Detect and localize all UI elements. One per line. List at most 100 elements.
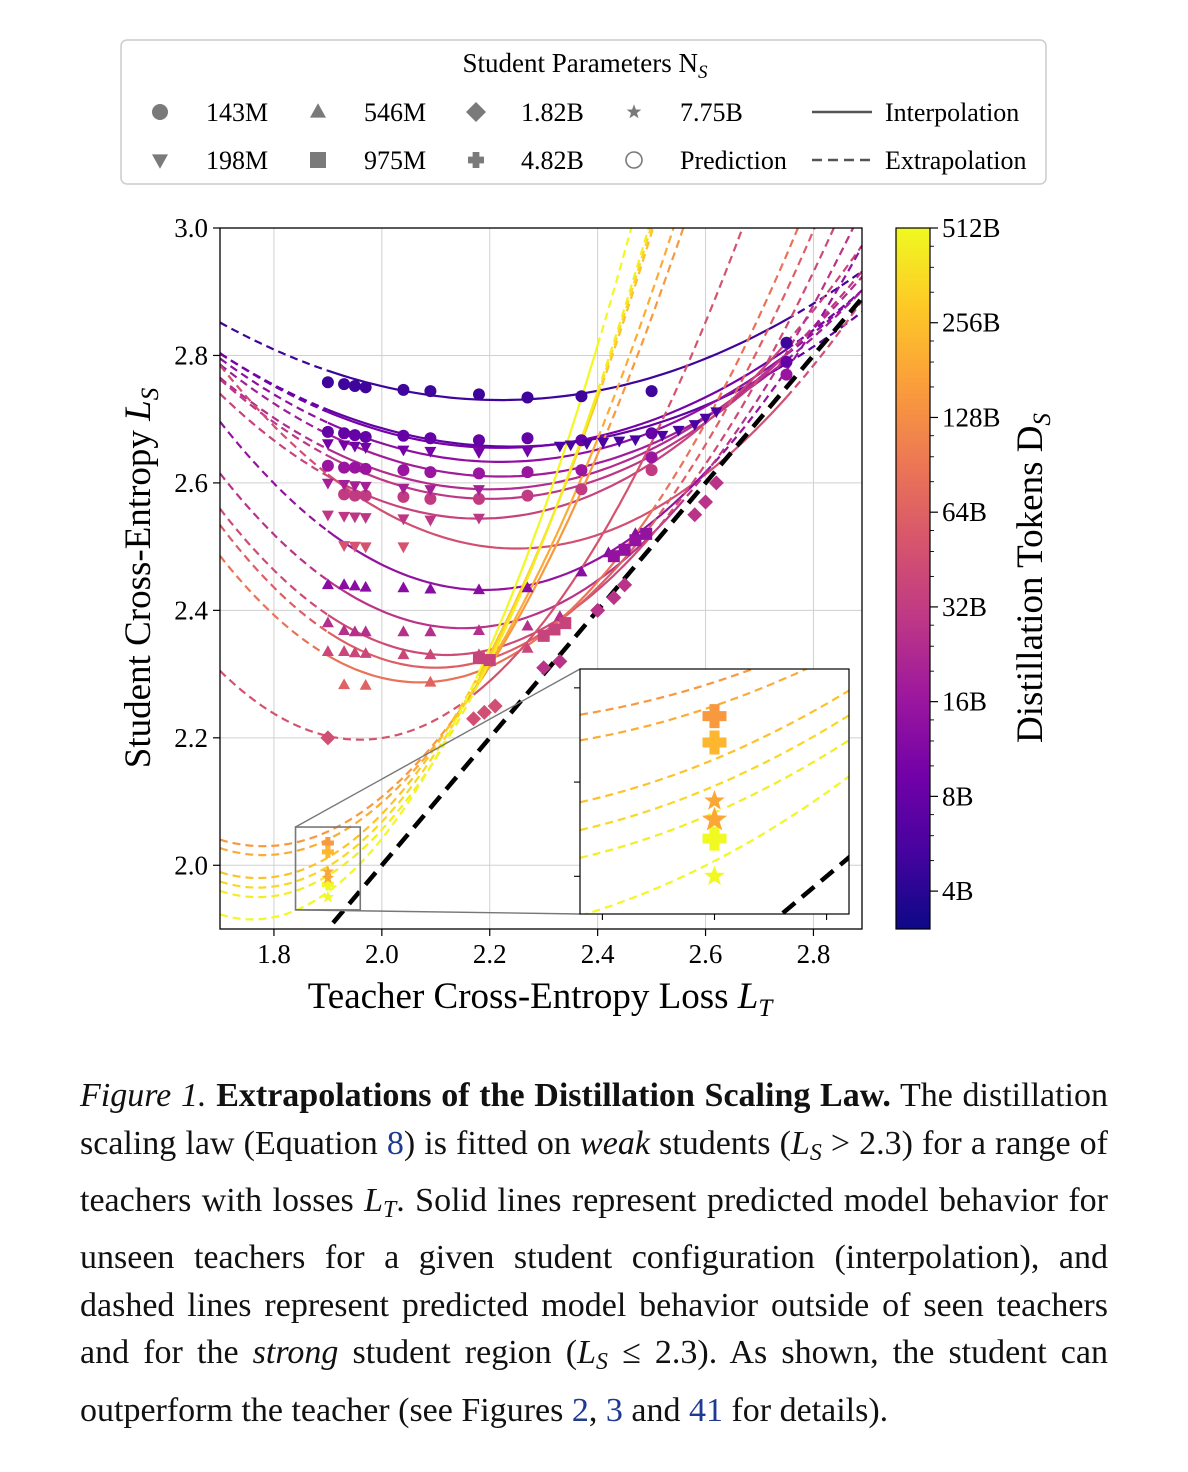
data-point xyxy=(397,383,410,396)
data-point xyxy=(348,441,361,453)
data-point xyxy=(472,652,485,665)
inset-plot xyxy=(574,668,850,920)
data-point xyxy=(424,385,437,398)
data-point xyxy=(672,425,685,437)
data-point xyxy=(656,430,669,442)
legend-marker-circle xyxy=(152,104,168,120)
legend-label: 975M xyxy=(364,146,426,175)
data-point xyxy=(397,648,410,660)
reference-line xyxy=(324,296,862,929)
data-point xyxy=(521,642,534,653)
extrapolation-curve xyxy=(785,244,862,344)
data-point xyxy=(424,675,437,687)
extrapolation-curve xyxy=(220,357,329,424)
data-point xyxy=(359,678,372,690)
data-point xyxy=(699,413,712,425)
x-tick-label: 2.6 xyxy=(689,939,723,969)
data-point xyxy=(537,629,550,642)
caption-text: The distillation scaling law (Equation xyxy=(80,1077,1108,1162)
extrapolation-curve xyxy=(220,555,329,657)
colorbar-tick-label: 8B xyxy=(942,781,974,811)
data-point xyxy=(338,645,351,656)
x-tick-label: 2.8 xyxy=(797,939,831,969)
extrapolation-curve xyxy=(785,270,862,356)
caption-label: Figure 1. xyxy=(80,1077,207,1114)
ref-equation-8[interactable]: 8 xyxy=(386,1124,404,1162)
x-tick-label: 1.8 xyxy=(257,939,291,969)
data-point xyxy=(476,704,492,720)
data-point xyxy=(321,439,334,450)
data-point xyxy=(338,488,351,501)
interpolation-curve xyxy=(472,441,653,696)
y-tick-label: 2.2 xyxy=(174,723,208,753)
y-tick-label: 3.0 xyxy=(174,213,208,243)
caption-emphasis: strong xyxy=(252,1334,339,1372)
data-point xyxy=(645,451,658,464)
extrapolation-curve xyxy=(596,228,675,440)
extrapolation-curve xyxy=(677,228,855,507)
data-point xyxy=(348,579,361,591)
ref-figure-41[interactable]: 41 xyxy=(688,1391,723,1429)
data-point xyxy=(348,429,361,442)
data-point xyxy=(338,479,351,491)
data-point xyxy=(424,648,437,660)
colorbar-tick-label: 128B xyxy=(942,402,1001,432)
legend-marker-star xyxy=(626,104,642,119)
data-point xyxy=(645,427,658,440)
caption-text: student region ( xyxy=(338,1334,578,1372)
data-point xyxy=(472,513,485,525)
caption-text: for details). xyxy=(722,1391,889,1429)
ref-figure-2[interactable]: 2 xyxy=(571,1391,589,1429)
legend-title: Student Parameters NS xyxy=(463,48,708,83)
data-point xyxy=(645,464,658,477)
caption-text: ) is fitted on xyxy=(403,1124,581,1162)
data-point xyxy=(640,527,653,540)
data-point xyxy=(338,678,351,690)
extrapolation-curve xyxy=(220,321,329,372)
data-point xyxy=(472,492,485,505)
extrapolation-curve xyxy=(596,228,652,395)
data-point xyxy=(575,464,588,477)
x-tick-label: 2.0 xyxy=(365,939,399,969)
data-point xyxy=(472,624,485,635)
data-point xyxy=(321,836,334,849)
extrapolation-curve xyxy=(650,228,800,513)
colorbar-label: Distillation Tokens DS xyxy=(1010,413,1056,743)
data-point xyxy=(466,711,482,727)
extrapolation-curve xyxy=(220,421,329,532)
data-point xyxy=(629,435,642,447)
inset-data-point xyxy=(702,826,727,851)
data-point xyxy=(553,441,566,453)
data-point xyxy=(472,388,485,401)
data-point xyxy=(472,434,485,447)
data-point xyxy=(397,581,410,593)
inset-data-point xyxy=(702,704,727,729)
data-point xyxy=(397,429,410,442)
data-point xyxy=(424,485,437,496)
data-point xyxy=(397,490,410,503)
data-point xyxy=(348,541,361,553)
data-point xyxy=(321,645,334,656)
caption-text: ≤ 2.3). As shown, the student can outper… xyxy=(80,1334,1108,1429)
extrapolation-curve xyxy=(220,678,480,889)
ref-figure-3[interactable]: 3 xyxy=(605,1391,623,1429)
legend-marker-diamond xyxy=(466,102,486,122)
extrapolation-curve xyxy=(650,228,816,526)
legend-label: 546M xyxy=(364,98,426,127)
data-point xyxy=(359,580,372,592)
data-point xyxy=(698,494,714,510)
extrapolation-curve xyxy=(650,228,836,537)
extrapolation-curve xyxy=(220,472,329,582)
math-sub: S xyxy=(809,1139,822,1166)
data-point xyxy=(321,578,334,590)
math-ls: L xyxy=(790,1124,810,1162)
interpolation-curve xyxy=(478,390,599,684)
colorbar-gradient xyxy=(895,227,931,930)
data-point xyxy=(688,420,701,431)
data-point xyxy=(472,467,485,480)
data-point xyxy=(472,583,485,595)
data-point xyxy=(397,445,410,457)
caption-text: and xyxy=(622,1391,689,1429)
extrapolation-curve xyxy=(220,364,329,476)
data-point xyxy=(536,660,552,676)
